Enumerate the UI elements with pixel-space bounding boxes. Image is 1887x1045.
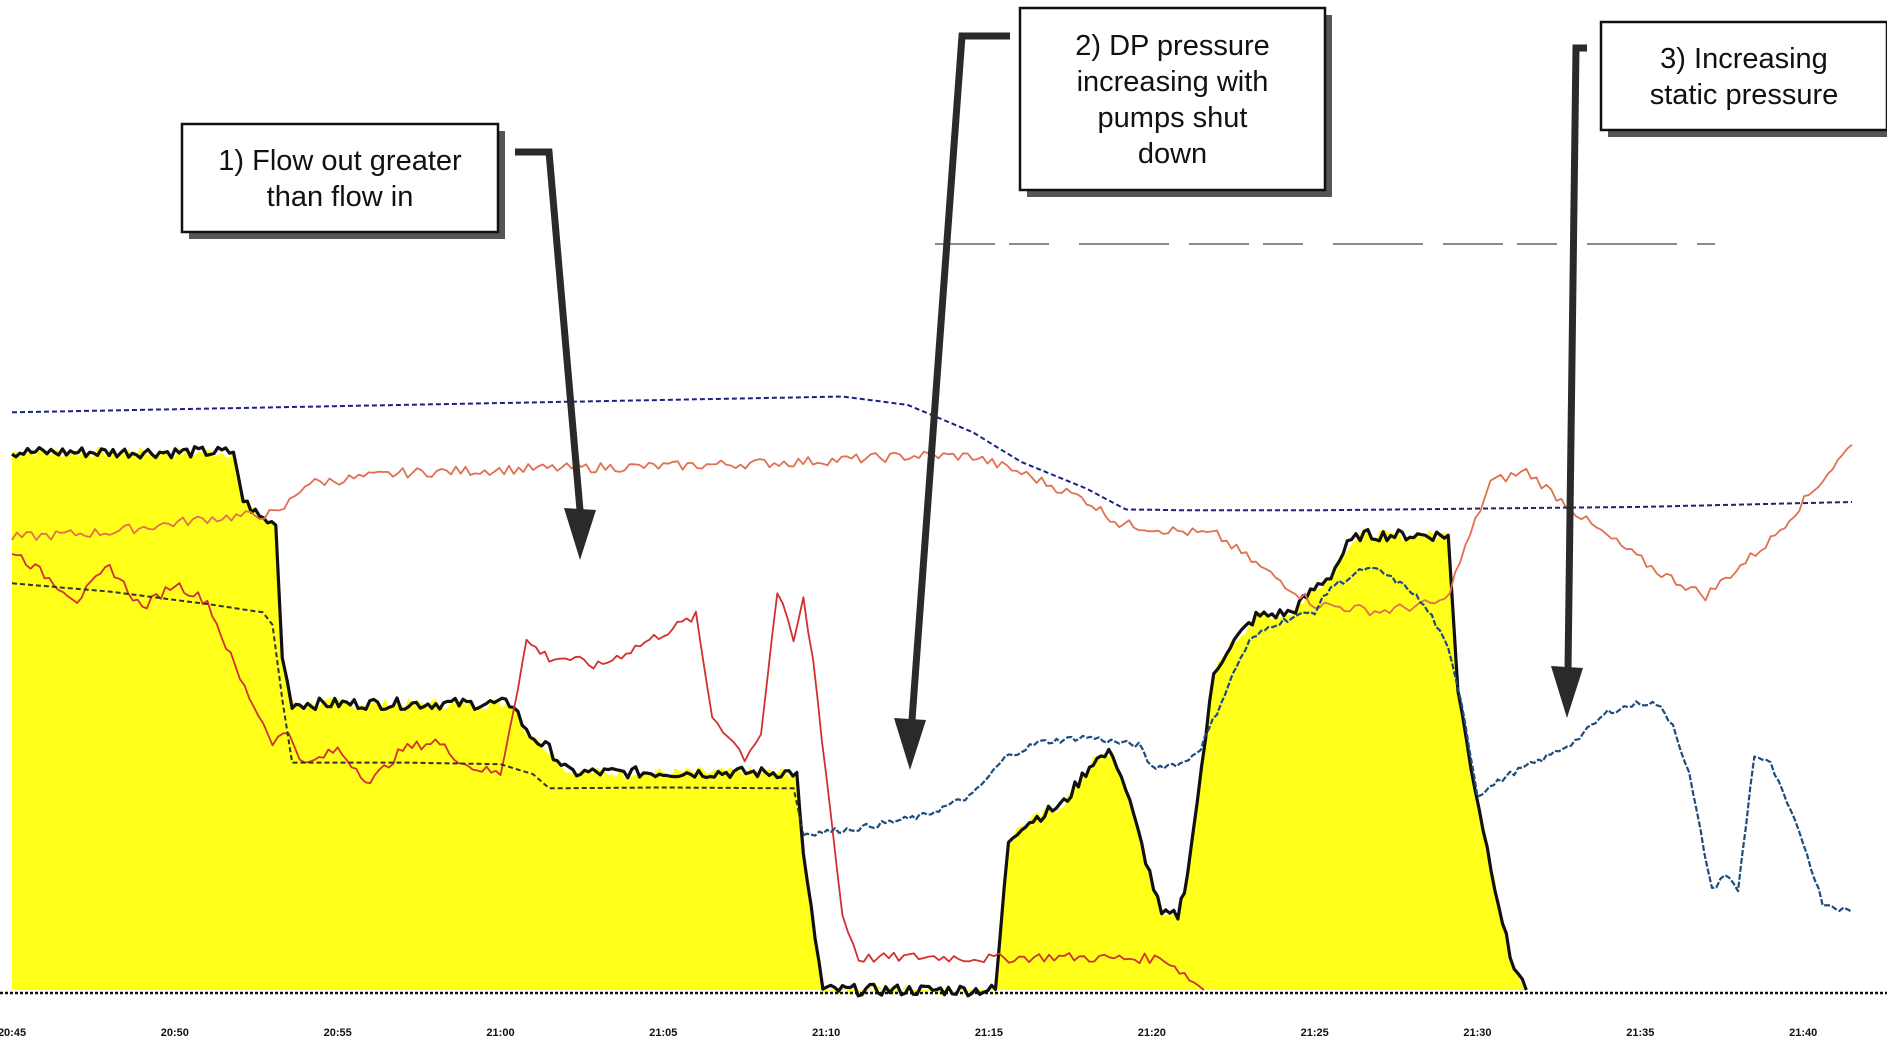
- x-tick-label: 20:55: [324, 1027, 352, 1039]
- annotation-text: 1) Flow out greater: [218, 145, 462, 177]
- annotation-arrow: [515, 148, 584, 511]
- x-tick-label: 21:00: [486, 1027, 514, 1039]
- series-2-line: [11, 444, 1853, 617]
- arrow-head-icon: [1551, 666, 1583, 718]
- x-tick-label: 21:40: [1789, 1027, 1817, 1039]
- annotation-1: 1) Flow out greater than flow in: [180, 122, 596, 560]
- x-tick-label: 21:30: [1463, 1027, 1491, 1039]
- annotation-arrow: [1564, 44, 1587, 671]
- annotation-text: increasing with: [1077, 66, 1269, 98]
- annotation-text: static pressure: [1650, 79, 1839, 111]
- annotation-2: 2) DP pressure increasing with pumps shut d…: [894, 6, 1332, 770]
- annotation-arrow: [908, 32, 1010, 721]
- annotations-layer: 1) Flow out greater than flow in 2) DP pre…: [180, 6, 1887, 770]
- annotation-box: [1018, 6, 1327, 192]
- annotation-text: down: [1138, 138, 1207, 170]
- annotation-text: 2) DP pressure: [1075, 30, 1270, 62]
- x-tick-label: 21:20: [1138, 1027, 1166, 1039]
- annotation-text: than flow in: [267, 181, 414, 213]
- series-0-area: [12, 446, 1527, 996]
- series-5-line: [803, 566, 1853, 913]
- x-tick-label: 21:05: [649, 1027, 677, 1039]
- arrow-head-icon: [564, 508, 596, 560]
- annotation-text: 3) Increasing: [1660, 43, 1828, 75]
- x-tick-label: 20:45: [0, 1027, 26, 1039]
- area-layer: [12, 446, 1527, 996]
- annotation-box: [1599, 20, 1887, 132]
- annotation-3: 3) Increasing static pressure: [1551, 20, 1887, 718]
- arrow-head-icon: [894, 718, 926, 770]
- x-tick-label: 21:35: [1626, 1027, 1654, 1039]
- series-4-line: [11, 553, 1205, 991]
- x-tick-label: 21:15: [975, 1027, 1003, 1039]
- annotation-box: [180, 122, 500, 234]
- x-tick-label: 20:50: [161, 1027, 189, 1039]
- series-6-line: [11, 582, 805, 835]
- annotation-text: pumps shut: [1098, 102, 1248, 134]
- x-tick-label: 21:25: [1301, 1027, 1329, 1039]
- x-tick-label: 21:10: [812, 1027, 840, 1039]
- x-axis: 20:45 20:50 20:55 21:00 21:05 21:10 21:15 21:20…: [0, 991, 1887, 1039]
